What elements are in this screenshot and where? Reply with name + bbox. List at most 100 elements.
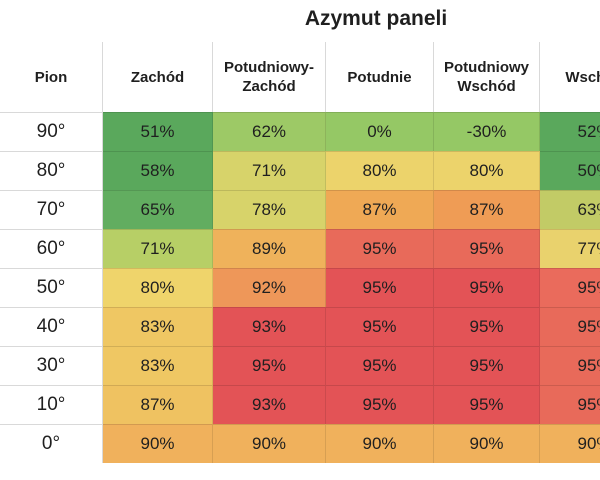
cell-value-label: 93%	[251, 317, 287, 336]
column-header: Potudniowy- Zachód	[213, 42, 326, 112]
heatmap-cell: 95%	[326, 268, 434, 307]
heatmap-cell: 80%	[103, 268, 213, 307]
cell-value-label: 0%	[367, 122, 392, 141]
row-header: 50°	[0, 268, 103, 307]
cell-value-label: 95%	[362, 395, 397, 414]
cell-value-label: 62%	[251, 122, 287, 141]
heatmap-cell: 58%	[103, 151, 213, 190]
heatmap-cell: 95%	[326, 229, 434, 268]
heatmap-cell: 87%	[326, 190, 434, 229]
heatmap-cell: 52%	[540, 112, 600, 151]
cell-value-label: 90%	[251, 434, 287, 453]
cell-value-label: 71%	[140, 239, 175, 258]
cell-value-label: 58%	[140, 161, 175, 180]
heatmap-cell: 62%	[213, 112, 326, 151]
cell-value-label: 95%	[362, 356, 397, 375]
heatmap-cell: 50%	[540, 151, 600, 190]
heatmap-cell: 90%	[103, 424, 213, 463]
cell-value-label: 87%	[469, 200, 504, 219]
cell-value-label: 95%	[362, 278, 397, 297]
column-header: Potudnie	[326, 42, 434, 112]
cell-value-label: 83%	[140, 356, 175, 375]
heatmap-cell: 95%	[434, 385, 540, 424]
heatmap-cell: 89%	[213, 229, 326, 268]
heatmap-cell: 95%	[434, 229, 540, 268]
column-header: Wschód	[540, 42, 600, 112]
heatmap-cell: 0%	[326, 112, 434, 151]
heatmap-cell: 93%	[213, 307, 326, 346]
row-header: 70°	[0, 190, 103, 229]
heatmap-cell: 90%	[213, 424, 326, 463]
row-header: 40°	[0, 307, 103, 346]
heatmap-table: Pion Zachód Potudniowy- Zachód Potudnie Potu…	[0, 42, 600, 480]
heatmap-cell: 90%	[540, 424, 600, 463]
heatmap-cell: 71%	[103, 229, 213, 268]
column-header: Zachód	[103, 42, 213, 112]
column-header: Potudniowy Wschód	[434, 42, 540, 112]
cell-value-label: 51%	[140, 122, 175, 141]
heatmap-cell: 71%	[213, 151, 326, 190]
cell-value-label: 78%	[251, 200, 287, 219]
cell-value-label: 93%	[251, 395, 287, 414]
row-header: 0°	[0, 424, 103, 463]
row-header: 60°	[0, 229, 103, 268]
heatmap-cell: 95%	[540, 268, 600, 307]
cell-value-label: 80%	[469, 161, 504, 180]
heatmap-cell: 95%	[213, 346, 326, 385]
heatmap-cell: -30%	[434, 112, 540, 151]
cell-value-label: 80%	[362, 161, 397, 180]
heatmap-cell: 63%	[540, 190, 600, 229]
row-header: 10°	[0, 385, 103, 424]
heatmap-cell: 92%	[213, 268, 326, 307]
heatmap-cell: 90%	[326, 424, 434, 463]
cell-value-label: 52%	[577, 122, 600, 141]
heatmap-cell: 93%	[213, 385, 326, 424]
cell-value-label: 77%	[577, 239, 600, 258]
cell-value-label: 95%	[577, 356, 600, 375]
cell-value-label: 90%	[140, 434, 175, 453]
cell-value-label: 95%	[469, 356, 504, 375]
cell-value-label: 92%	[251, 278, 287, 297]
cell-value-label: 71%	[251, 161, 287, 180]
cell-value-label: 80%	[140, 278, 175, 297]
heatmap-cell: 95%	[434, 268, 540, 307]
heatmap-cell: 65%	[103, 190, 213, 229]
heatmap-cell: 95%	[540, 346, 600, 385]
cell-value-label: 90%	[577, 434, 600, 453]
row-header: 30°	[0, 346, 103, 385]
cell-value-label: 65%	[140, 200, 175, 219]
cell-value-label: 90%	[469, 434, 504, 453]
heatmap-cell: 90%	[434, 424, 540, 463]
heatmap-cell: 87%	[103, 385, 213, 424]
heatmap-cell: 95%	[434, 307, 540, 346]
cell-value-label: 63%	[577, 200, 600, 219]
cell-value-label: 89%	[251, 239, 287, 258]
heatmap-cell: 78%	[213, 190, 326, 229]
cell-value-label: 95%	[577, 278, 600, 297]
heatmap-cell: 83%	[103, 346, 213, 385]
cell-value-label: 83%	[140, 317, 175, 336]
heatmap-cell: 95%	[540, 385, 600, 424]
cell-value-label: 95%	[362, 317, 397, 336]
cell-value-label: 87%	[362, 200, 397, 219]
cell-value-label: 95%	[577, 395, 600, 414]
row-header: 90°	[0, 112, 103, 151]
heatmap-cell: 95%	[326, 346, 434, 385]
cell-value-label: -30%	[466, 122, 507, 141]
heatmap-cell: 80%	[434, 151, 540, 190]
cell-value-label: 95%	[577, 317, 600, 336]
heatmap-cell: 87%	[434, 190, 540, 229]
cell-value-label: 95%	[469, 239, 504, 258]
cell-value-label: 95%	[362, 239, 397, 258]
cell-value-label: 95%	[469, 317, 504, 336]
cell-value-label: 95%	[469, 278, 504, 297]
heatmap-cell: 95%	[540, 307, 600, 346]
heatmap-cell: 51%	[103, 112, 213, 151]
heatmap-cell: 77%	[540, 229, 600, 268]
heatmap-cell: 95%	[326, 307, 434, 346]
cell-value-label: 87%	[140, 395, 175, 414]
heatmap-cell: 83%	[103, 307, 213, 346]
heatmap-cell: 95%	[434, 346, 540, 385]
heatmap-cell: 80%	[326, 151, 434, 190]
cell-value-label: 50%	[577, 161, 600, 180]
